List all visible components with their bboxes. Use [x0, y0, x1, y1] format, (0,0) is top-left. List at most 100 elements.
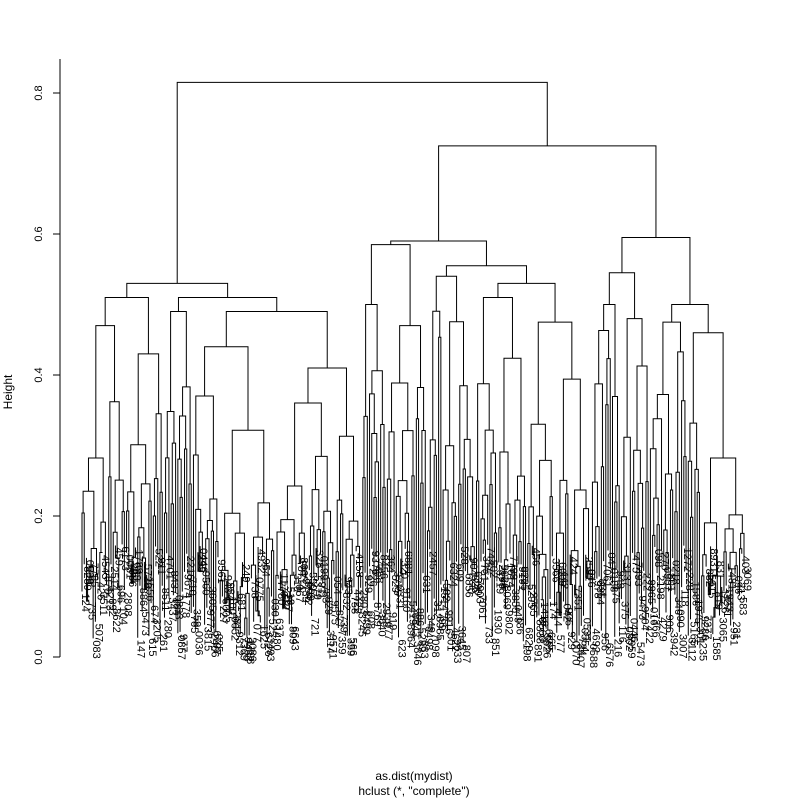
leaf-label: 5295 [525, 584, 537, 608]
leaf-label: 3354 [594, 581, 606, 605]
leaf-label: 905 [563, 608, 575, 626]
leaf-label: 1235 [696, 637, 708, 661]
leaf-label: 724 [576, 637, 588, 655]
leaf-label: 2765 [527, 592, 539, 616]
y-tick-label: 0.2 [33, 508, 45, 523]
leaf-label: 456 [529, 548, 541, 566]
leaf-label: 3245 [355, 613, 367, 637]
leaf-label: 098 [652, 549, 664, 567]
leaf-label: 0446 [627, 618, 639, 642]
leaf-label: 2457 [427, 551, 439, 575]
leaf-label: 9571 [326, 635, 338, 659]
leaf-label: 9739 [300, 578, 312, 602]
leaf-label: 9312 [233, 631, 245, 655]
leaf-label: 799 [436, 612, 448, 630]
leaf-label: 2803 [358, 590, 370, 614]
leaf-label: 507 [92, 624, 104, 642]
leaf-label: 978 [592, 580, 604, 598]
leaf-label: 8338 [534, 619, 546, 643]
leaf-label: 077 [382, 622, 394, 640]
leaf-label: 0538 [83, 560, 95, 584]
leaf-label: 3511 [97, 592, 109, 616]
leaf-label: 7358 [373, 559, 385, 583]
leaf-label: 9965 [645, 580, 657, 604]
leaf-label: 705 [188, 615, 200, 633]
leaf-label: 3437 [166, 597, 178, 621]
leaf-label: 583 [737, 597, 749, 615]
leaf-label: 261 [157, 634, 169, 652]
leaf-label: 222 [641, 573, 653, 591]
leaf-label: 7351 [572, 587, 584, 611]
leaf-label: 1625 [257, 625, 269, 649]
leaf-label: 911 [155, 557, 167, 575]
leaf-label: 1614 [505, 563, 517, 587]
leaf-label: 4932 [255, 549, 267, 573]
leaf-label: 7369 [237, 636, 249, 660]
leaf-label: 0857 [175, 635, 187, 659]
leaf-label: 956 [598, 633, 610, 651]
leaf-label: 8560 [536, 617, 548, 641]
leaf-label: 1481 [725, 566, 737, 590]
leaf-label: 9378 [369, 551, 381, 575]
leaf-label: 911 [315, 582, 327, 600]
leaf-label: 696 [115, 585, 127, 603]
leaf-label: 0833 [173, 595, 185, 619]
leaf-label: 0036 [193, 631, 205, 655]
leaf-label: 0843 [409, 613, 421, 637]
leaf-label: 6797 [211, 630, 223, 654]
leaf-label: 5015 [705, 574, 717, 598]
leaf-label: 422 [643, 625, 655, 643]
leaf-label: 016 [647, 607, 659, 625]
leaf-label: 8225 [518, 566, 530, 590]
leaf-label: 8931 [708, 548, 720, 572]
leaf-label: 6695 [543, 629, 555, 653]
leaf-label: 6009 [556, 562, 568, 586]
leaf-label: 066 [126, 569, 138, 587]
leaf-label: 096 [732, 576, 744, 594]
leaf-label: 3942 [667, 632, 679, 656]
leaf-label: 9160 [400, 588, 412, 612]
leaf-label: 8437 [168, 571, 180, 595]
leaf-label: 227 [217, 606, 229, 624]
leaf-label: 426 [95, 582, 107, 600]
leaf-label: 751 [478, 563, 490, 581]
leaf-label: 6829 [523, 627, 535, 651]
leaf-label: 0531 [581, 618, 593, 642]
leaf-label: 886 [413, 608, 425, 626]
leaf-label: 5473 [634, 642, 646, 666]
leaf-label: 8864 [137, 588, 149, 612]
leaf-label: 5473 [139, 611, 151, 635]
leaf-label: 1943 [723, 588, 735, 612]
leaf-label: 414 [552, 608, 564, 626]
leaf-label: 3271 [721, 593, 733, 617]
leaf-label: 9504 [638, 606, 650, 630]
leaf-label: 3137 [621, 562, 633, 586]
leaf-label: 054 [331, 576, 343, 594]
leaf-label: 8542 [302, 581, 314, 605]
leaf-label: 7366 [650, 613, 662, 637]
leaf-label: 0907 [661, 567, 673, 591]
leaf-label: 9674 [182, 574, 194, 598]
leaf-label: 345 [480, 556, 492, 574]
leaf-label: 8069 [500, 585, 512, 609]
dendrogram-branches [81, 81, 745, 643]
leaf-label: 877 [333, 610, 345, 628]
leaf-label: 7277 [701, 615, 713, 639]
leaf-label: 4158 [353, 553, 365, 577]
leaf-label: 281 [231, 612, 243, 630]
leaf-label: 832 [340, 592, 352, 610]
leaf-label: 951 [728, 628, 740, 646]
leaf-label: 631 [420, 575, 432, 593]
leaf-label: 665 [545, 632, 557, 650]
dendrogram-tree [81, 81, 745, 643]
leaf-label: 623 [396, 639, 408, 657]
leaf-label: 3855 [509, 589, 521, 613]
leaf-label: 681 [235, 593, 247, 611]
leaf-label: 943 [222, 575, 234, 593]
leaf-label: 3493 [264, 637, 276, 661]
leaf-label: 6643 [289, 626, 301, 650]
leaf-label: 3846 [411, 641, 423, 665]
leaf-label: 919 [387, 612, 399, 630]
leaf-label: 0188 [607, 568, 619, 592]
